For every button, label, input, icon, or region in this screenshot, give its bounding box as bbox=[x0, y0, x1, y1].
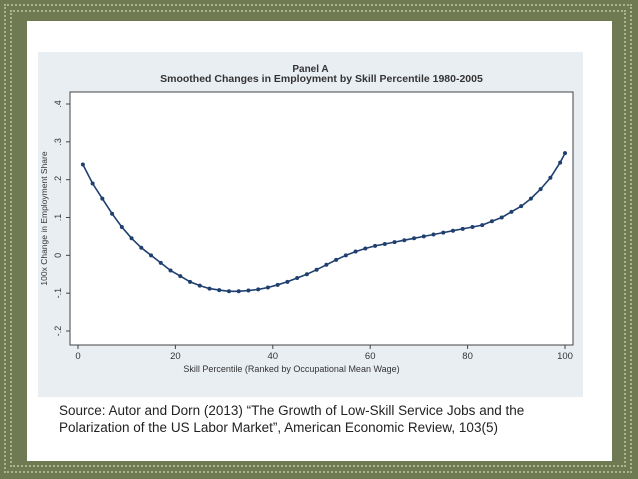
outer-dotted-border bbox=[4, 4, 632, 473]
data-point bbox=[353, 249, 358, 254]
data-point bbox=[304, 272, 309, 277]
x-tick-label: 0 bbox=[75, 351, 80, 362]
data-point bbox=[80, 162, 85, 167]
data-point bbox=[149, 253, 154, 258]
data-point bbox=[528, 196, 533, 201]
data-point bbox=[548, 175, 553, 180]
data-point bbox=[139, 245, 144, 250]
data-point bbox=[275, 282, 280, 287]
data-point bbox=[217, 288, 222, 293]
x-axis-label: Skill Percentile (Ranked by Occupational… bbox=[183, 364, 399, 374]
x-tick-label: 100 bbox=[557, 351, 573, 362]
data-point bbox=[421, 234, 426, 239]
data-point bbox=[363, 246, 368, 251]
data-point bbox=[110, 211, 115, 216]
data-point bbox=[285, 279, 290, 284]
data-point bbox=[489, 219, 494, 224]
source-citation: Source: Autor and Dorn (2013) “The Growt… bbox=[59, 403, 525, 435]
data-point bbox=[499, 215, 504, 220]
x-tick-label: 20 bbox=[170, 351, 181, 362]
y-tick-label: .1 bbox=[53, 214, 63, 222]
data-point bbox=[246, 288, 251, 293]
data-point bbox=[392, 240, 397, 245]
data-point bbox=[334, 257, 339, 262]
data-point bbox=[100, 196, 105, 201]
data-point bbox=[373, 243, 378, 248]
data-point bbox=[431, 232, 436, 237]
data-point bbox=[470, 224, 475, 229]
data-point bbox=[236, 289, 241, 294]
data-point bbox=[256, 287, 261, 292]
data-point bbox=[197, 283, 202, 288]
y-tick-label: -.2 bbox=[53, 326, 63, 337]
data-point bbox=[402, 238, 407, 243]
chart-title: Smoothed Changes in Employment by Skill … bbox=[160, 73, 483, 85]
data-point bbox=[265, 285, 270, 290]
data-point bbox=[460, 226, 465, 231]
data-point bbox=[509, 209, 514, 214]
x-tick-label: 80 bbox=[462, 351, 473, 362]
data-point bbox=[412, 236, 417, 241]
y-tick-label: 0 bbox=[53, 253, 63, 258]
data-point bbox=[450, 228, 455, 233]
data-point bbox=[207, 286, 212, 291]
data-point bbox=[538, 187, 543, 192]
data-point bbox=[480, 223, 485, 228]
y-tick-label: .4 bbox=[53, 100, 63, 108]
data-point bbox=[158, 260, 163, 265]
y-tick-label: .3 bbox=[53, 138, 63, 146]
data-point bbox=[90, 181, 95, 186]
data-point bbox=[382, 241, 387, 246]
chart-figure: Panel A Smoothed Changes in Employment b… bbox=[38, 52, 583, 397]
data-point bbox=[324, 262, 329, 267]
data-point bbox=[226, 289, 231, 294]
data-point bbox=[519, 204, 524, 209]
y-tick-label: .2 bbox=[53, 176, 63, 184]
data-point bbox=[563, 151, 567, 156]
data-point bbox=[178, 274, 183, 279]
data-point bbox=[295, 276, 300, 281]
data-point bbox=[441, 230, 446, 235]
data-point bbox=[119, 224, 124, 229]
panel-label: Panel A bbox=[292, 64, 329, 75]
data-point bbox=[129, 236, 134, 241]
data-point bbox=[343, 253, 348, 258]
data-point bbox=[314, 267, 319, 272]
data-point bbox=[188, 279, 193, 284]
plot-area bbox=[69, 91, 574, 346]
line-chart: Smoothed Changes in Employment by Skill … bbox=[39, 73, 574, 374]
data-point bbox=[558, 160, 563, 165]
inner-dotted-border bbox=[10, 10, 626, 467]
x-tick-label: 40 bbox=[268, 351, 279, 362]
y-axis-label: 100x Change in Employment Share bbox=[39, 151, 49, 285]
data-point bbox=[168, 268, 173, 273]
y-tick-label: -.1 bbox=[53, 288, 63, 299]
x-tick-label: 60 bbox=[365, 351, 376, 362]
